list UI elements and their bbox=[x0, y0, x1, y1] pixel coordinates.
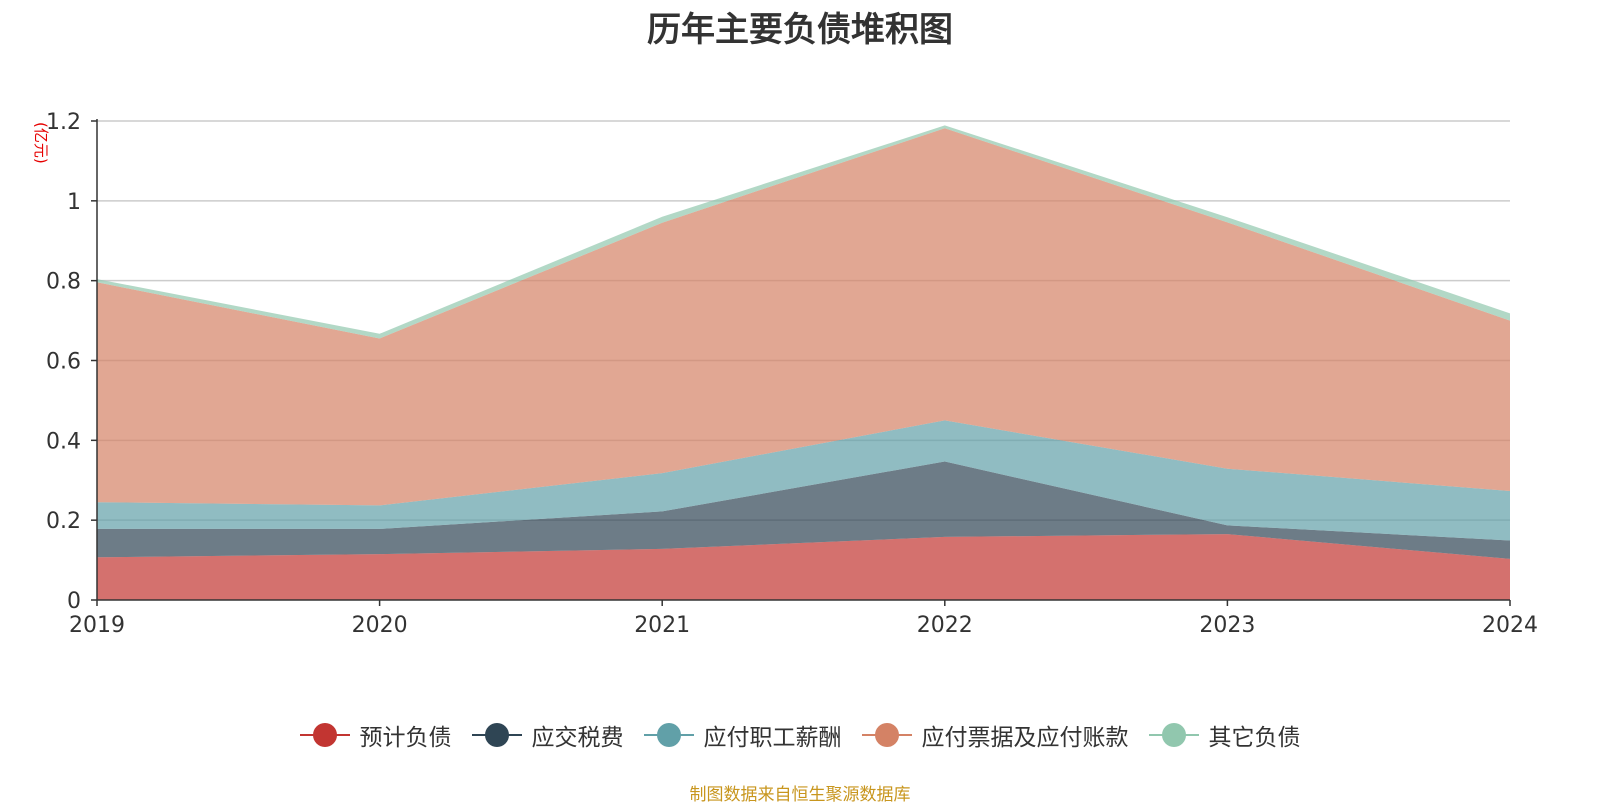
legend-label: 应付职工薪酬 bbox=[703, 725, 842, 751]
legend-marker-icon bbox=[861, 723, 912, 747]
x-tick-label: 2023 bbox=[1199, 613, 1255, 638]
legend-item[interactable]: 应付票据及应付账款 bbox=[861, 718, 1129, 752]
legend-item[interactable]: 应付职工薪酬 bbox=[643, 718, 842, 752]
legend-label: 应付票据及应付账款 bbox=[921, 725, 1129, 751]
y-tick-label: 0.6 bbox=[46, 350, 81, 375]
legend-item[interactable]: 其它负债 bbox=[1148, 718, 1301, 752]
area-3 bbox=[97, 420, 1510, 541]
data-source-note: 制图数据来自恒生聚源数据库 bbox=[689, 785, 911, 805]
legend-marker-icon bbox=[1148, 723, 1199, 747]
y-tick-label: 0.4 bbox=[46, 429, 81, 454]
axes: 0 0.2 0.4 0.6 0.8 1 1.2 2019 2020 2021 2022 2023 202… bbox=[46, 110, 1538, 638]
y-tick-label: 0.2 bbox=[46, 509, 81, 534]
y-tick-label: 0.8 bbox=[46, 270, 81, 295]
x-tick-label: 2022 bbox=[917, 613, 973, 638]
x-tick-label: 2024 bbox=[1482, 613, 1538, 638]
x-tick-label: 2021 bbox=[634, 613, 690, 638]
area-4 bbox=[97, 128, 1510, 506]
legend-label: 预计负债 bbox=[359, 725, 452, 751]
legend-label: 其它负债 bbox=[1208, 725, 1301, 751]
y-tick-label: 0 bbox=[67, 589, 81, 614]
legend-marker-icon bbox=[299, 723, 350, 747]
y-tick-label: 1 bbox=[67, 190, 81, 215]
y-tick-label: 1.2 bbox=[46, 110, 81, 135]
area-2 bbox=[97, 461, 1510, 559]
legend-marker-icon bbox=[471, 723, 522, 747]
x-tick-label: 2020 bbox=[352, 613, 408, 638]
legend-item[interactable]: 应交税费 bbox=[471, 718, 624, 752]
area-series bbox=[97, 125, 1510, 600]
x-tick-label: 2019 bbox=[69, 613, 125, 638]
area-1 bbox=[97, 534, 1510, 600]
legend-label: 应交税费 bbox=[531, 725, 624, 751]
chart-title: 历年主要负债堆积图 bbox=[647, 10, 953, 50]
stacked-area-chart: 0 0.2 0.4 0.6 0.8 1 1.2 2019 2020 2021 2022 2023 202… bbox=[46, 110, 1538, 638]
legend: 预计负债 应交税费 应付职工薪酬 应付票据及应付账款 其它负债 bbox=[0, 718, 1600, 752]
legend-item[interactable]: 预计负债 bbox=[299, 718, 452, 752]
legend-marker-icon bbox=[643, 723, 694, 747]
